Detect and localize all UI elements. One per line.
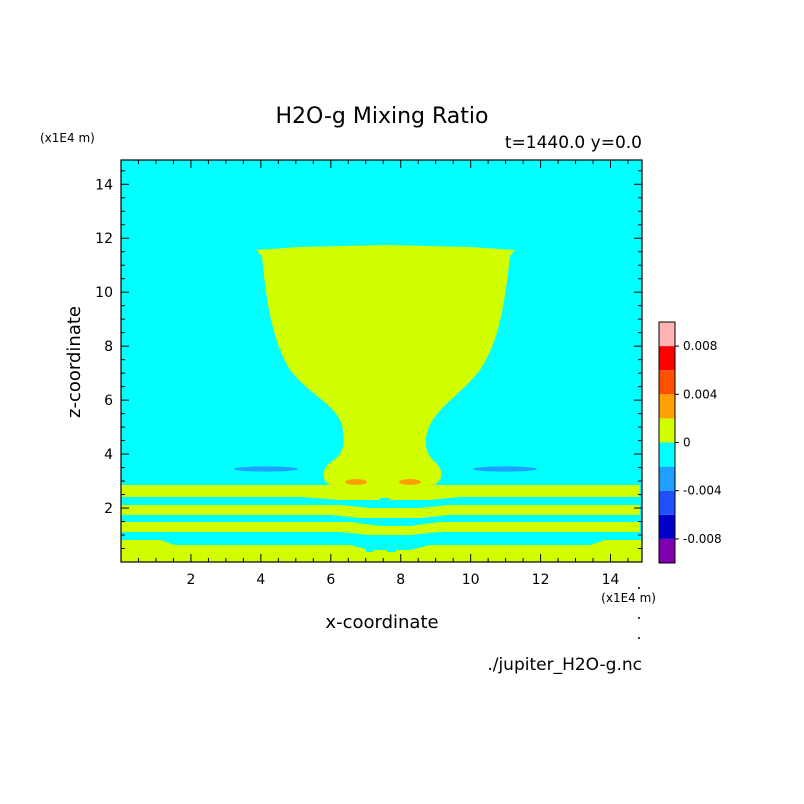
colorbar-swatch: [659, 466, 675, 491]
mixing-cell: [352, 500, 366, 505]
mixing-cell: [410, 518, 419, 523]
x-tick-label: 6: [326, 572, 335, 588]
mixing-cell: [360, 528, 370, 534]
positive-spot-left: [345, 479, 367, 485]
colorbar-swatch: [659, 442, 675, 467]
layer-bands: [121, 485, 642, 562]
colorbar-swatch: [659, 394, 675, 419]
colorbar-swatch: [659, 370, 675, 395]
mixing-cell: [385, 530, 399, 535]
y-tick-label: 8: [104, 339, 113, 355]
mixing-cell: [395, 536, 405, 542]
layer-band-2: [121, 505, 640, 518]
mixing-cell: [402, 501, 414, 505]
colorbar-label: 0.008: [683, 339, 717, 353]
colorbar-label: 0.004: [683, 387, 717, 401]
colorbar-swatch: [659, 514, 675, 539]
axis-ticks: [121, 160, 642, 562]
mixing-cell: [366, 546, 374, 552]
chart-title: H2O-g Mixing Ratio: [276, 104, 489, 129]
source-file: ./jupiter_H2O-g.nc: [487, 655, 642, 675]
y-tick-label: 6: [104, 393, 113, 409]
y-tick-labels: 2 4 6 8 10 12 14: [95, 177, 113, 517]
negative-lens-right: [473, 466, 537, 472]
layer-band-3: [121, 522, 640, 535]
plume: [256, 245, 515, 490]
decorative-dots: [638, 587, 640, 639]
x-tick-label: 4: [256, 572, 265, 588]
colorbar-swatch: [659, 538, 675, 563]
colorbar-label: -0.004: [683, 484, 722, 498]
y-tick-label: 10: [95, 285, 113, 301]
mixing-cell: [392, 509, 402, 517]
plot-frame: [120, 159, 643, 563]
mixing-cell: [387, 547, 396, 552]
positive-spot-right: [399, 479, 421, 485]
mixing-cell: [365, 510, 373, 516]
colorbar-swatch: [659, 346, 675, 371]
layer-band-1: [121, 485, 640, 500]
x-tick-labels: 2 4 6 8 10 12 14: [186, 572, 619, 588]
x-tick-label: 14: [602, 572, 620, 588]
colorbar-label: -0.008: [683, 532, 722, 546]
colorbar-swatch: [659, 490, 675, 515]
mixing-cell: [358, 536, 368, 542]
mixing-cell: [380, 498, 390, 505]
y-axis-label: z-coordinate: [64, 306, 85, 418]
x-axis-unit: (x1E4 m): [601, 591, 656, 605]
y-tick-label: 2: [104, 501, 113, 517]
y-tick-label: 14: [95, 177, 113, 193]
x-tick-label: 12: [532, 572, 550, 588]
layer-band-4: [121, 540, 642, 562]
x-axis-label: x-coordinate: [325, 612, 438, 633]
x-tick-label: 8: [396, 572, 405, 588]
x-tick-label: 10: [462, 572, 480, 588]
y-tick-label: 12: [95, 231, 113, 247]
chart-subtitle: t=1440.0 y=0.0: [505, 133, 642, 153]
x-tick-label: 2: [186, 572, 195, 588]
mixing-region: [352, 498, 419, 552]
y-axis-unit: (x1E4 m): [40, 131, 95, 145]
y-tick-label: 4: [104, 447, 113, 463]
negative-lens-left: [234, 466, 298, 472]
mixing-cell: [372, 518, 380, 523]
colorbar: 0.008 0.004 0 -0.004 -0.008: [658, 321, 722, 564]
colorbar-swatch: [659, 418, 675, 443]
plot-area: [121, 160, 642, 562]
colorbar-swatch: [659, 322, 675, 347]
colorbar-label: 0: [683, 436, 691, 450]
